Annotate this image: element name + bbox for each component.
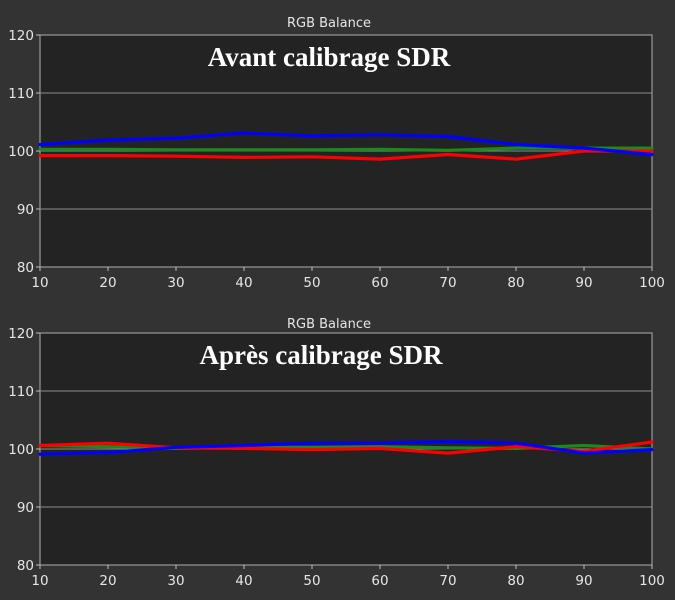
x-tick-label: 40 <box>235 573 252 589</box>
x-tick-label: 50 <box>303 275 320 291</box>
series-group <box>38 439 654 456</box>
y-tick-label: 90 <box>17 500 34 516</box>
series-line <box>38 131 654 157</box>
y-axis: 80 90 100 110 120 <box>8 28 40 276</box>
y-tick-label: 120 <box>8 28 34 44</box>
x-tick-label: 10 <box>31 573 48 589</box>
x-tick-label: 10 <box>31 275 48 291</box>
y-tick-label: 120 <box>8 326 34 342</box>
x-tick-label: 30 <box>167 275 184 291</box>
x-axis: 10 20 30 40 50 60 70 80 90 100 <box>31 267 665 291</box>
chart-title: RGB Balance <box>287 16 371 31</box>
series-line <box>38 149 654 161</box>
x-tick-label: 60 <box>371 275 388 291</box>
y-tick-label: 110 <box>8 86 34 102</box>
y-tick-label: 100 <box>8 442 34 458</box>
chart-title: RGB Balance <box>287 317 371 332</box>
x-tick-label: 90 <box>575 573 592 589</box>
series-group <box>38 131 654 161</box>
chart-heading: Avant calibrage SDR <box>208 42 451 72</box>
x-tick-label: 100 <box>639 573 665 589</box>
series-line <box>38 439 654 456</box>
x-tick-label: 70 <box>439 275 456 291</box>
x-tick-label: 40 <box>235 275 252 291</box>
x-tick-label: 80 <box>507 275 524 291</box>
y-tick-label: 110 <box>8 384 34 400</box>
y-tick-label: 80 <box>17 558 34 574</box>
y-axis: 80 90 100 110 120 <box>8 326 40 574</box>
chart-heading: Après calibrage SDR <box>200 340 443 370</box>
x-tick-label: 50 <box>303 573 320 589</box>
x-tick-label: 20 <box>99 573 116 589</box>
x-axis: 10 20 30 40 50 60 70 80 90 100 <box>31 565 665 589</box>
y-tick-label: 100 <box>8 144 34 160</box>
x-tick-label: 90 <box>575 275 592 291</box>
x-tick-label: 100 <box>639 275 665 291</box>
series-line <box>38 146 654 152</box>
y-tick-label: 90 <box>17 202 34 218</box>
x-tick-label: 30 <box>167 573 184 589</box>
x-tick-label: 20 <box>99 275 116 291</box>
x-tick-label: 80 <box>507 573 524 589</box>
x-tick-label: 60 <box>371 573 388 589</box>
chart-after-calibration: RGB Balance Après calibrage SDR 80901001… <box>8 317 665 589</box>
x-tick-label: 70 <box>439 573 456 589</box>
y-tick-label: 80 <box>17 260 34 276</box>
chart-before-calibration: RGB Balance Avant calibrage SDR 80901001… <box>8 16 665 291</box>
